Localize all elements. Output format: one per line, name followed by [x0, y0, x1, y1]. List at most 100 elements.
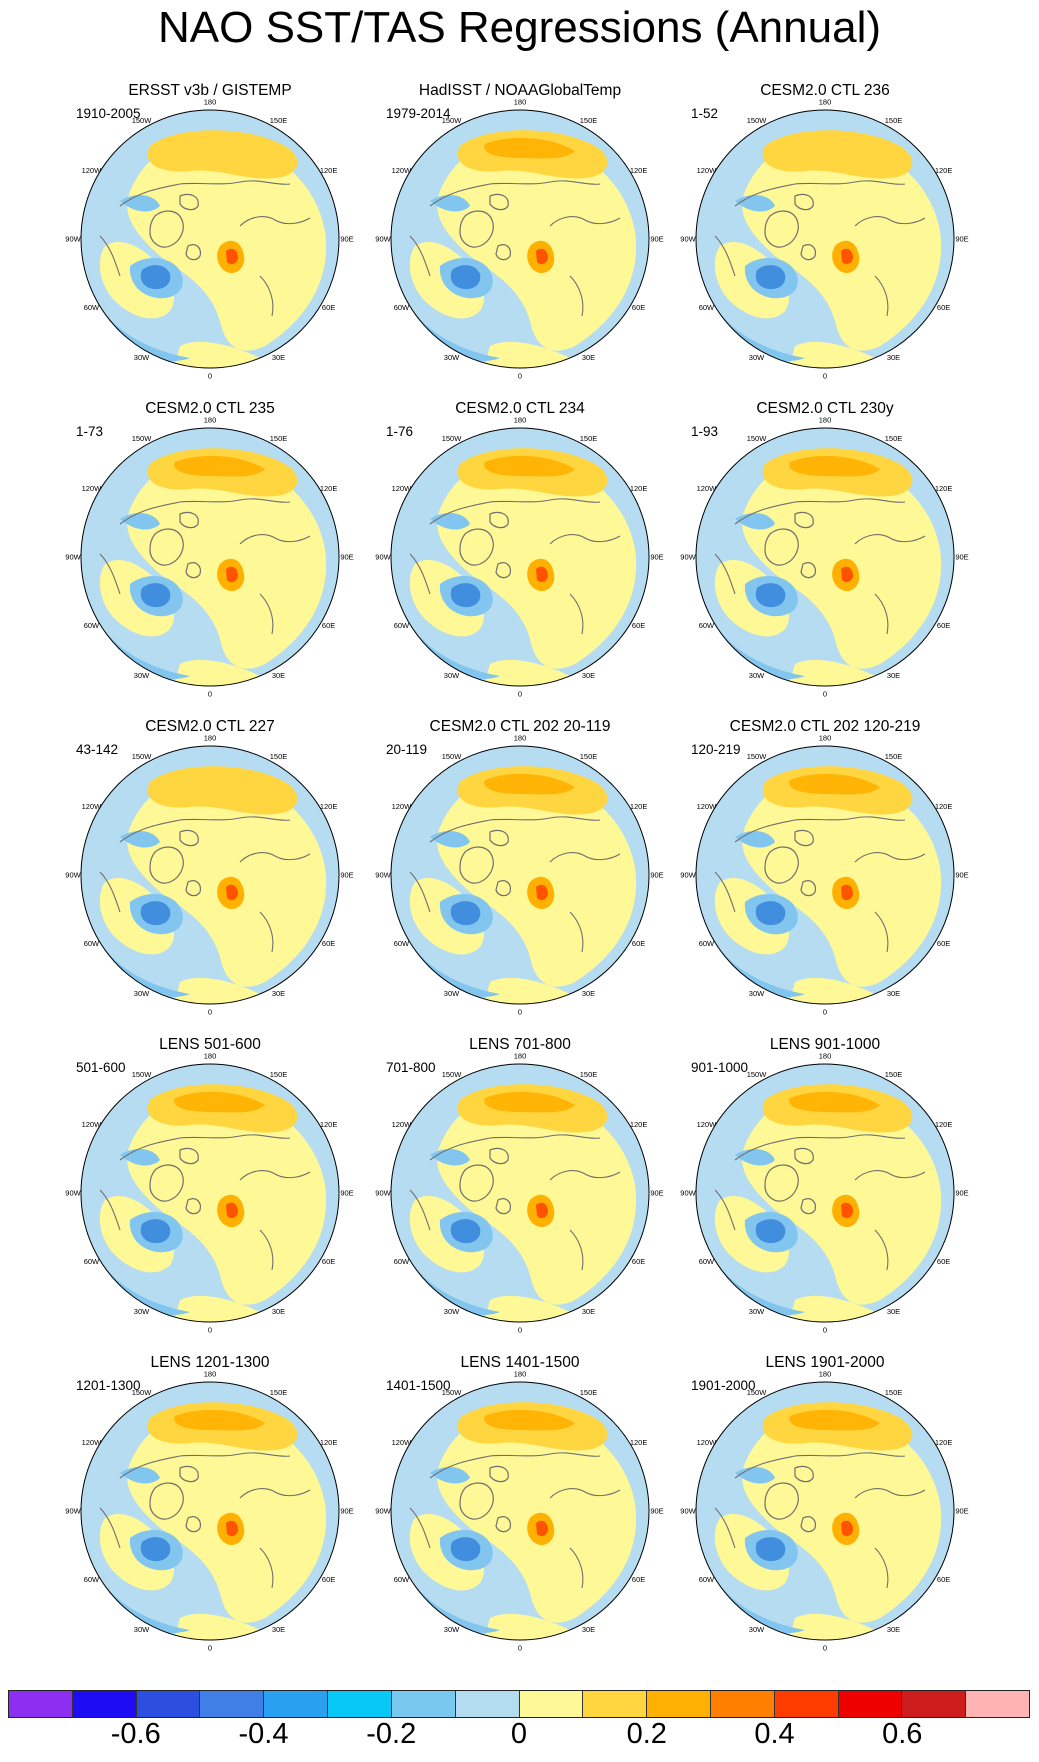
- eurasia-warm-core: [841, 1520, 853, 1537]
- longitude-label: 30W: [444, 1307, 460, 1316]
- colorbar-swatch: [264, 1691, 329, 1717]
- longitude-label: 120W: [697, 166, 718, 175]
- pacific-warm-core: [789, 455, 880, 477]
- pacific-warm-core: [174, 1409, 265, 1431]
- longitude-label: 150W: [442, 116, 463, 125]
- atlantic-cold-core: [755, 1219, 786, 1244]
- longitude-label: 150W: [747, 1070, 768, 1079]
- colorbar-swatch: [519, 1691, 584, 1717]
- atlantic-cold-core: [140, 583, 171, 608]
- map-panel: HadISST / NOAAGlobalTemp 1979-2014 180 15…: [370, 82, 670, 382]
- panel-title: LENS 901-1000: [769, 1036, 881, 1053]
- eurasia-warm-core: [226, 1520, 238, 1537]
- colorbar-tick-label: -0.4: [238, 1718, 289, 1750]
- figure-title: NAO SST/TAS Regressions (Annual): [158, 3, 881, 52]
- positive-anomaly-area: [170, 1295, 270, 1322]
- panel-period: 43-142: [76, 742, 119, 757]
- eurasia-warm-core: [841, 884, 853, 901]
- coastline: [459, 1465, 511, 1533]
- coastline: [459, 193, 511, 261]
- eurasia-warm-core: [841, 248, 853, 265]
- eurasia-warm-core: [226, 884, 238, 901]
- longitude-label: 120E: [935, 1120, 953, 1129]
- longitude-label: 60W: [699, 303, 715, 312]
- longitude-label: 60E: [322, 303, 335, 312]
- polar-map: 180 150E 120E 90E 60E 30E 0 30W 60W 90W 120W 150W: [375, 416, 663, 699]
- longitude-label: 150E: [580, 116, 598, 125]
- longitude-label: 120W: [392, 166, 413, 175]
- longitude-label: 0: [518, 1644, 522, 1653]
- longitude-label: 60E: [322, 621, 335, 630]
- longitude-label: 180: [514, 1370, 527, 1379]
- coastline: [714, 180, 926, 317]
- longitude-label: 90W: [680, 553, 696, 562]
- pacific-warm-core: [484, 1409, 575, 1431]
- map-boundary: [80, 745, 340, 1005]
- map-panel: LENS 1401-1500 1401-1500 180 150E 120E 90E 6…: [370, 1354, 670, 1654]
- map-boundary: [80, 109, 340, 369]
- longitude-label: 30W: [749, 989, 765, 998]
- longitude-label: 60W: [394, 1257, 410, 1266]
- longitude-label: 180: [204, 734, 217, 743]
- longitude-label: 180: [204, 1370, 217, 1379]
- panel-title: CESM2.0 CTL 234: [455, 400, 585, 417]
- longitude-label: 90E: [650, 871, 663, 880]
- longitude-label: 60W: [84, 939, 100, 948]
- longitude-label: 150E: [885, 116, 903, 125]
- coastline: [714, 816, 926, 953]
- positive-anomaly-area: [480, 659, 580, 686]
- panel-title: LENS 1401-1500: [460, 1354, 580, 1371]
- colorbar-tick-label: 0: [510, 1718, 528, 1750]
- positive-anomaly-area: [170, 659, 270, 686]
- longitude-label: 0: [208, 1008, 212, 1017]
- longitude-label: 150W: [442, 1070, 463, 1079]
- longitude-label: 0: [823, 1644, 827, 1653]
- colorbar-swatch: [838, 1691, 903, 1717]
- longitude-label: 60E: [937, 939, 950, 948]
- longitude-label: 90W: [375, 553, 391, 562]
- longitude-label: 30E: [887, 1625, 900, 1634]
- map-panel: LENS 901-1000 901-1000 180 150E 120E 90E 60E…: [675, 1036, 975, 1336]
- longitude-label: 30W: [134, 353, 150, 362]
- atlantic-cold-core: [755, 583, 786, 608]
- coastline: [149, 511, 201, 579]
- panel-period: 901-1000: [691, 1060, 749, 1075]
- map-panel: CESM2.0 CTL 230y 1-93 180 150E 120E 90E 60E 3…: [675, 400, 975, 700]
- panel-title: LENS 1201-1300: [150, 1354, 270, 1371]
- longitude-label: 30W: [134, 1307, 150, 1316]
- panel-title: CESM2.0 CTL 202 20-119: [429, 718, 611, 735]
- longitude-label: 150W: [132, 1070, 153, 1079]
- longitude-label: 60W: [394, 939, 410, 948]
- atlantic-cold-core: [140, 1219, 171, 1244]
- longitude-label: 60E: [322, 1257, 335, 1266]
- atlantic-cold-core: [450, 265, 481, 290]
- longitude-label: 30E: [582, 353, 595, 362]
- map-boundary: [390, 1381, 650, 1641]
- atlantic-cold-core: [140, 265, 171, 290]
- colorbar-swatch: [583, 1691, 648, 1717]
- longitude-label: 30E: [887, 989, 900, 998]
- longitude-label: 60W: [394, 303, 410, 312]
- longitude-label: 150E: [270, 1388, 288, 1397]
- panel-period: 501-600: [76, 1060, 126, 1075]
- coastline: [99, 180, 311, 317]
- longitude-label: 120E: [935, 1438, 953, 1447]
- longitude-label: 90W: [65, 235, 81, 244]
- longitude-label: 60E: [937, 621, 950, 630]
- atlantic-cold-core: [450, 583, 481, 608]
- longitude-label: 60W: [394, 1575, 410, 1584]
- coastline: [99, 1452, 311, 1589]
- map-panel: CESM2.0 CTL 234 1-76 180 150E 120E 90E 60E 30…: [370, 400, 670, 700]
- colorbar-swatch: [391, 1691, 456, 1717]
- map-panel: CESM2.0 CTL 236 1-52 180 150E 120E 90E 60E 30…: [675, 82, 975, 382]
- coastline: [409, 1134, 621, 1271]
- longitude-label: 30W: [444, 1625, 460, 1634]
- polar-map: 180 150E 120E 90E 60E 30E 0 30W 60W 90W 120W 150W: [65, 416, 353, 699]
- longitude-label: 150E: [270, 752, 288, 761]
- map-boundary: [695, 1063, 955, 1323]
- longitude-label: 60W: [699, 939, 715, 948]
- longitude-label: 120W: [82, 484, 103, 493]
- longitude-label: 150W: [442, 752, 463, 761]
- coastline: [764, 829, 816, 897]
- panel-period: 1-73: [76, 424, 104, 439]
